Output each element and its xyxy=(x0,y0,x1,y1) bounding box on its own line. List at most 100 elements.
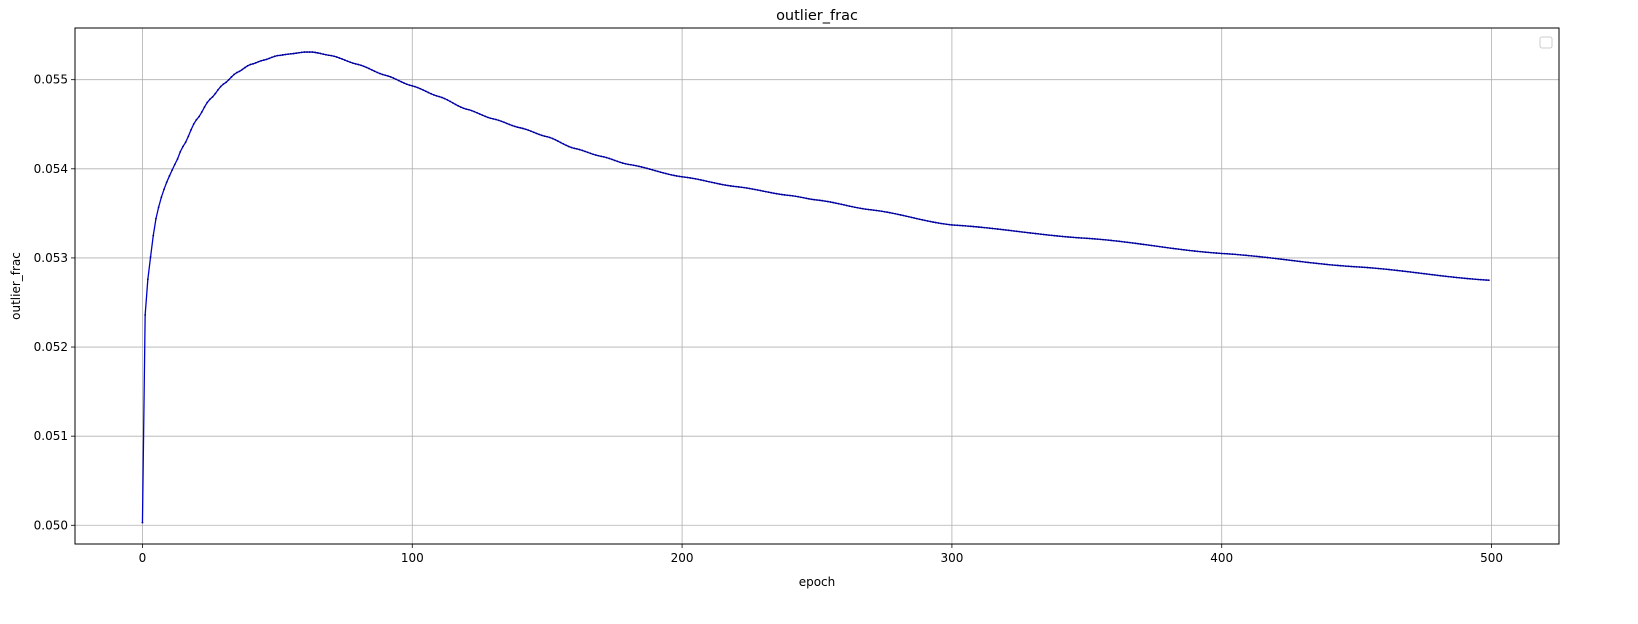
data-point xyxy=(1134,242,1137,245)
data-point xyxy=(1166,246,1169,249)
y-tick-label: 0.051 xyxy=(34,429,68,443)
data-point xyxy=(387,75,389,77)
data-point xyxy=(157,206,160,209)
data-point xyxy=(168,175,171,177)
data-point xyxy=(384,74,387,77)
data-point xyxy=(548,136,551,139)
data-point xyxy=(902,214,905,217)
data-point xyxy=(802,196,805,199)
data-point xyxy=(1469,277,1471,280)
data-point xyxy=(1110,239,1112,242)
data-point xyxy=(1053,234,1056,237)
data-point xyxy=(602,155,605,158)
data-point xyxy=(1261,256,1264,258)
data-point xyxy=(837,202,840,205)
data-point xyxy=(470,109,473,112)
data-point xyxy=(1069,236,1072,239)
data-point xyxy=(999,228,1002,231)
data-point xyxy=(1185,249,1188,252)
data-point xyxy=(252,62,254,65)
data-point xyxy=(764,190,767,193)
data-point xyxy=(786,194,789,197)
data-point xyxy=(575,147,578,150)
data-point xyxy=(794,195,797,198)
data-point xyxy=(1344,265,1347,268)
legend-box xyxy=(1539,36,1553,49)
data-point xyxy=(759,189,762,192)
data-point xyxy=(362,65,365,68)
data-point xyxy=(1407,270,1409,273)
data-point xyxy=(691,177,694,180)
data-point xyxy=(813,198,816,201)
data-point xyxy=(972,225,975,228)
data-point xyxy=(988,227,991,230)
data-point xyxy=(295,52,298,55)
data-point xyxy=(924,219,926,222)
data-point xyxy=(184,141,187,144)
data-point xyxy=(281,54,284,56)
data-point xyxy=(845,204,848,207)
data-point xyxy=(1021,231,1023,233)
data-point xyxy=(397,79,400,82)
data-point xyxy=(643,166,646,169)
data-point xyxy=(770,191,773,194)
data-point xyxy=(1366,266,1369,269)
data-point xyxy=(1139,243,1142,245)
data-point xyxy=(1255,255,1258,258)
data-point xyxy=(262,59,265,61)
data-point xyxy=(489,117,492,120)
data-point xyxy=(570,146,573,149)
data-point xyxy=(1174,247,1177,250)
data-point xyxy=(1083,237,1086,240)
data-point xyxy=(1436,274,1439,277)
data-point xyxy=(648,168,651,170)
data-point xyxy=(627,163,630,166)
data-point xyxy=(1034,232,1037,235)
data-point xyxy=(856,206,859,209)
data-point xyxy=(1458,276,1461,279)
data-point xyxy=(435,94,438,97)
data-point xyxy=(1107,239,1110,242)
chart-title: outlier_frac xyxy=(776,8,858,24)
data-point xyxy=(265,58,268,61)
data-point xyxy=(165,181,168,184)
data-point xyxy=(484,115,487,118)
data-point xyxy=(408,84,411,87)
data-point xyxy=(1002,228,1005,231)
data-point xyxy=(629,163,632,166)
data-point xyxy=(565,144,567,147)
data-point xyxy=(219,85,222,88)
data-point xyxy=(1274,257,1277,260)
data-point xyxy=(1339,264,1342,267)
data-point xyxy=(608,157,611,160)
data-point xyxy=(1420,272,1423,275)
data-point xyxy=(1482,278,1485,281)
data-point xyxy=(343,59,346,61)
data-point xyxy=(980,226,983,229)
data-point xyxy=(1269,256,1272,259)
data-point xyxy=(694,177,697,180)
data-point xyxy=(956,224,959,227)
data-point xyxy=(926,220,929,222)
data-point xyxy=(1463,277,1466,280)
data-point xyxy=(430,92,433,95)
data-point xyxy=(225,81,228,84)
data-point xyxy=(516,126,519,129)
data-point xyxy=(163,188,165,191)
data-point xyxy=(419,87,422,90)
data-point xyxy=(441,96,443,99)
data-point xyxy=(495,118,497,121)
data-point xyxy=(824,200,826,203)
data-point xyxy=(306,51,308,53)
data-point xyxy=(254,61,257,64)
data-point xyxy=(303,51,306,53)
data-point xyxy=(1358,266,1361,268)
data-point xyxy=(395,78,397,81)
data-point xyxy=(540,134,543,137)
data-point xyxy=(424,90,427,93)
x-axis-label: epoch xyxy=(799,575,836,589)
data-point xyxy=(1204,251,1207,254)
data-point xyxy=(352,62,354,65)
data-point xyxy=(808,197,810,200)
